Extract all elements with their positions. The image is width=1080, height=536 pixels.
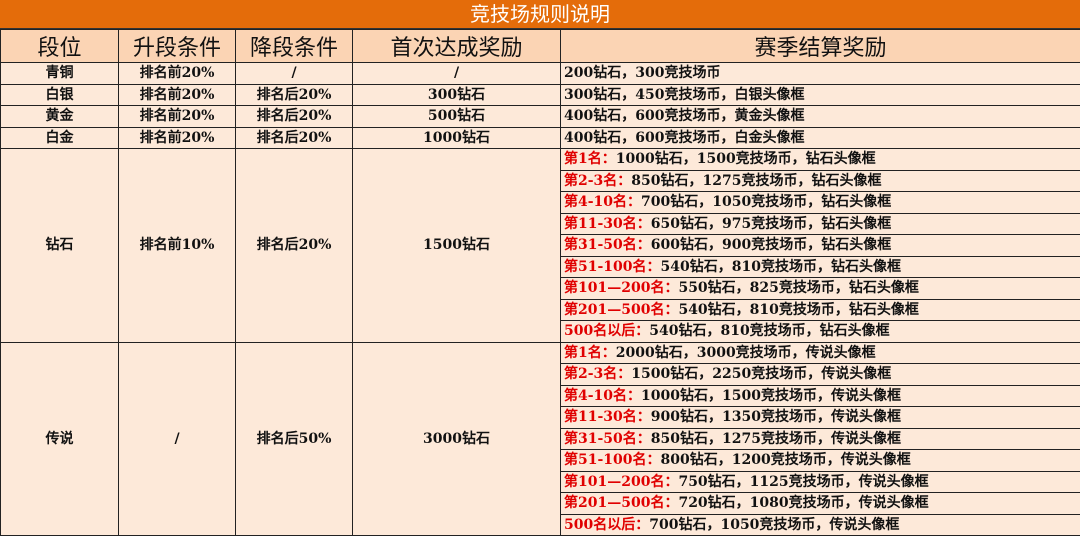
promote-cell: 排名前20% <box>119 127 236 149</box>
rank-range: 第4-10名： <box>564 388 641 404</box>
arena-rules-table: 段位 升段条件 降段条件 首次达成奖励 赛季结算奖励 青铜排名前20%//200… <box>0 29 1080 536</box>
rank-range: 第201—500名： <box>564 302 678 318</box>
rank-range: 第101—200名： <box>564 474 678 490</box>
season-reward-cell: 500名以后：540钻石，810竞技场币，钻石头像框 <box>561 321 1080 343</box>
rank-range: 第31-50名： <box>564 237 651 253</box>
reward-text: 850钻石，1275竞技场币，钻石头像框 <box>631 173 881 189</box>
reward-text: 1000钻石，1500竞技场币，钻石头像框 <box>616 151 876 167</box>
season-reward-cell: 第31-50名：850钻石，1275竞技场币，传说头像框 <box>561 428 1080 450</box>
rank-range: 第1名： <box>564 151 616 167</box>
table-title: 竞技场规则说明 <box>0 0 1080 29</box>
season-reward-cell: 第101—200名：750钻石，1125竞技场币，传说头像框 <box>561 471 1080 493</box>
header-demote: 降段条件 <box>236 30 353 63</box>
first-reward-cell: 500钻石 <box>353 106 561 128</box>
rank-range: 第11-30名： <box>564 409 651 425</box>
rank-range: 500名以后： <box>564 517 649 533</box>
season-reward-cell: 400钻石，600竞技场币，白金头像框 <box>561 127 1080 149</box>
season-reward-cell: 200钻石，300竞技场币 <box>561 63 1080 85</box>
first-reward-cell: 300钻石 <box>353 84 561 106</box>
season-reward-cell: 第1名：1000钻石，1500竞技场币，钻石头像框 <box>561 149 1080 171</box>
demote-cell: 排名后20% <box>236 84 353 106</box>
reward-text: 540钻石，810竞技场币，钻石头像框 <box>678 302 918 318</box>
table-row: 青铜排名前20%//200钻石，300竞技场币 <box>1 63 1080 85</box>
first-reward-cell: 1000钻石 <box>353 127 561 149</box>
reward-text: 540钻石，810竞技场币，钻石头像框 <box>661 259 901 275</box>
demote-cell: 排名后20% <box>236 149 353 343</box>
season-reward-cell: 第11-30名：650钻石，975竞技场币，钻石头像框 <box>561 213 1080 235</box>
season-reward-cell: 第31-50名：600钻石，900竞技场币，钻石头像框 <box>561 235 1080 257</box>
reward-text: 2000钻石，3000竞技场币，传说头像框 <box>616 345 876 361</box>
reward-text: 540钻石，810竞技场币，钻石头像框 <box>649 323 889 339</box>
reward-text: 800钻石，1200竞技场币，传说头像框 <box>661 452 911 468</box>
table-row: 钻石排名前10%排名后20%1500钻石第1名：1000钻石，1500竞技场币，… <box>1 149 1080 171</box>
tier-cell: 白金 <box>1 127 119 149</box>
reward-text: 700钻石，1050竞技场币，传说头像框 <box>649 517 899 533</box>
season-reward-cell: 第4-10名：1000钻石，1500竞技场币，传说头像框 <box>561 385 1080 407</box>
tier-cell: 钻石 <box>1 149 119 343</box>
first-reward-cell: 1500钻石 <box>353 149 561 343</box>
rank-range: 第101—200名： <box>564 280 678 296</box>
first-reward-cell: 3000钻石 <box>353 342 561 536</box>
reward-text: 850钻石，1275竞技场币，传说头像框 <box>651 431 901 447</box>
demote-cell: 排名后20% <box>236 127 353 149</box>
header-promote: 升段条件 <box>119 30 236 63</box>
season-reward-cell: 第4-10名：700钻石，1050竞技场币，钻石头像框 <box>561 192 1080 214</box>
rank-range: 第4-10名： <box>564 194 641 210</box>
season-reward-cell: 400钻石，600竞技场币，黄金头像框 <box>561 106 1080 128</box>
rank-range: 第31-50名： <box>564 431 651 447</box>
reward-text: 1000钻石，1500竞技场币，传说头像框 <box>641 388 901 404</box>
season-reward-cell: 300钻石，450竞技场币，白银头像框 <box>561 84 1080 106</box>
demote-cell: / <box>236 63 353 85</box>
season-reward-cell: 500名以后：700钻石，1050竞技场币，传说头像框 <box>561 514 1080 536</box>
rank-range: 500名以后： <box>564 323 649 339</box>
promote-cell: / <box>119 342 236 536</box>
season-reward-cell: 第51-100名：800钻石，1200竞技场币，传说头像框 <box>561 450 1080 472</box>
season-reward-cell: 第201—500名：720钻石，1080竞技场币，传说头像框 <box>561 493 1080 515</box>
tier-cell: 白银 <box>1 84 119 106</box>
promote-cell: 排名前20% <box>119 106 236 128</box>
promote-cell: 排名前20% <box>119 84 236 106</box>
reward-text: 600钻石，900竞技场币，钻石头像框 <box>651 237 891 253</box>
rank-range: 第2-3名： <box>564 173 631 189</box>
header-season-reward: 赛季结算奖励 <box>561 30 1080 63</box>
rank-range: 第51-100名： <box>564 452 661 468</box>
first-reward-cell: / <box>353 63 561 85</box>
season-reward-cell: 第1名：2000钻石，3000竞技场币，传说头像框 <box>561 342 1080 364</box>
reward-text: 750钻石，1125竞技场币，传说头像框 <box>678 474 928 490</box>
header-tier: 段位 <box>1 30 119 63</box>
promote-cell: 排名前20% <box>119 63 236 85</box>
season-reward-cell: 第2-3名：1500钻石，2250竞技场币，传说头像框 <box>561 364 1080 386</box>
reward-text: 1500钻石，2250竞技场币，传说头像框 <box>631 366 891 382</box>
tier-cell: 青铜 <box>1 63 119 85</box>
season-reward-cell: 第51-100名：540钻石，810竞技场币，钻石头像框 <box>561 256 1080 278</box>
reward-text: 550钻石，825竞技场币，钻石头像框 <box>678 280 918 296</box>
rank-range: 第2-3名： <box>564 366 631 382</box>
rank-range: 第201—500名： <box>564 495 678 511</box>
demote-cell: 排名后20% <box>236 106 353 128</box>
header-row: 段位 升段条件 降段条件 首次达成奖励 赛季结算奖励 <box>1 30 1080 63</box>
season-reward-cell: 第2-3名：850钻石，1275竞技场币，钻石头像框 <box>561 170 1080 192</box>
reward-text: 700钻石，1050竞技场币，钻石头像框 <box>641 194 891 210</box>
rank-range: 第11-30名： <box>564 216 651 232</box>
season-reward-cell: 第201—500名：540钻石，810竞技场币，钻石头像框 <box>561 299 1080 321</box>
demote-cell: 排名后50% <box>236 342 353 536</box>
promote-cell: 排名前10% <box>119 149 236 343</box>
tier-cell: 黄金 <box>1 106 119 128</box>
table-row: 传说/排名后50%3000钻石第1名：2000钻石，3000竞技场币，传说头像框 <box>1 342 1080 364</box>
reward-text: 720钻石，1080竞技场币，传说头像框 <box>678 495 928 511</box>
header-first-reward: 首次达成奖励 <box>353 30 561 63</box>
season-reward-cell: 第101—200名：550钻石，825竞技场币，钻石头像框 <box>561 278 1080 300</box>
tier-cell: 传说 <box>1 342 119 536</box>
reward-text: 650钻石，975竞技场币，钻石头像框 <box>651 216 891 232</box>
rank-range: 第1名： <box>564 345 616 361</box>
reward-text: 900钻石，1350竞技场币，传说头像框 <box>651 409 901 425</box>
season-reward-cell: 第11-30名：900钻石，1350竞技场币，传说头像框 <box>561 407 1080 429</box>
rank-range: 第51-100名： <box>564 259 661 275</box>
